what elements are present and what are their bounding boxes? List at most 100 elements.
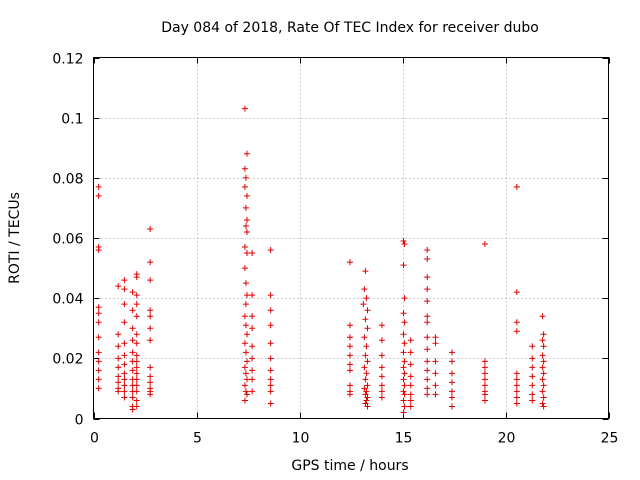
data-point bbox=[540, 343, 547, 350]
data-point bbox=[249, 325, 256, 332]
data-point bbox=[242, 204, 249, 211]
data-point bbox=[424, 346, 431, 353]
data-point bbox=[242, 370, 249, 377]
data-point bbox=[539, 376, 546, 383]
data-point bbox=[481, 241, 488, 248]
data-point bbox=[448, 394, 455, 401]
data-point bbox=[400, 349, 407, 356]
data-point bbox=[241, 244, 248, 251]
data-point bbox=[129, 394, 136, 401]
data-point bbox=[424, 298, 431, 305]
data-point bbox=[241, 105, 248, 112]
data-point bbox=[115, 331, 122, 338]
data-point bbox=[243, 250, 250, 257]
data-point bbox=[513, 370, 520, 377]
data-point bbox=[346, 391, 353, 398]
y-tick-label: 0.04 bbox=[52, 292, 83, 308]
data-point bbox=[360, 301, 367, 308]
data-point bbox=[407, 403, 414, 410]
data-point bbox=[267, 340, 274, 347]
data-point bbox=[95, 367, 102, 374]
data-point bbox=[95, 334, 102, 341]
x-tick-labels: 0 5 10 15 20 25 bbox=[90, 431, 618, 447]
data-point bbox=[115, 343, 122, 350]
data-point bbox=[378, 373, 385, 380]
data-point bbox=[346, 352, 353, 359]
data-point bbox=[242, 301, 249, 308]
data-point bbox=[432, 340, 439, 347]
data-point bbox=[424, 385, 431, 392]
data-point bbox=[448, 370, 455, 377]
data-point bbox=[513, 319, 520, 326]
data-point bbox=[529, 343, 536, 350]
data-point bbox=[363, 295, 370, 302]
data-point bbox=[448, 379, 455, 386]
data-point bbox=[432, 391, 439, 398]
data-point bbox=[363, 388, 370, 395]
data-point bbox=[267, 400, 274, 407]
data-point bbox=[407, 337, 414, 344]
data-point bbox=[481, 382, 488, 389]
y-tick-label: 0.08 bbox=[52, 172, 83, 188]
data-point bbox=[540, 403, 547, 410]
data-point bbox=[448, 403, 455, 410]
data-point bbox=[539, 337, 546, 344]
data-point bbox=[346, 322, 353, 329]
data-point bbox=[241, 313, 248, 320]
data-point bbox=[249, 313, 256, 320]
data-point bbox=[513, 183, 520, 190]
data-point bbox=[243, 376, 250, 383]
data-point bbox=[243, 192, 250, 199]
data-point bbox=[133, 313, 140, 320]
data-point bbox=[147, 325, 154, 332]
data-point bbox=[129, 289, 136, 296]
data-point bbox=[129, 307, 136, 314]
data-point bbox=[364, 394, 371, 401]
data-point bbox=[378, 364, 385, 371]
data-point bbox=[267, 307, 274, 314]
data-point bbox=[121, 370, 128, 377]
data-point bbox=[133, 403, 140, 410]
data-point bbox=[115, 355, 122, 362]
data-point bbox=[529, 373, 536, 380]
data-point bbox=[540, 331, 547, 338]
data-point bbox=[424, 286, 431, 293]
data-point bbox=[401, 340, 408, 347]
y-tick-label: 0.06 bbox=[52, 232, 83, 248]
x-tick-label: 20 bbox=[498, 431, 516, 447]
data-point bbox=[424, 376, 431, 383]
data-point bbox=[400, 409, 407, 416]
data-point bbox=[95, 376, 102, 383]
y-tick-label: 0.02 bbox=[52, 352, 83, 368]
data-point bbox=[249, 355, 256, 362]
data-point bbox=[481, 358, 488, 365]
data-point bbox=[401, 319, 408, 326]
y-axis-label: ROTI / TECUs bbox=[7, 192, 23, 284]
data-point bbox=[249, 343, 256, 350]
data-point bbox=[346, 334, 353, 341]
data-point bbox=[401, 391, 408, 398]
data-point bbox=[513, 328, 520, 335]
data-point bbox=[481, 391, 488, 398]
data-point bbox=[362, 352, 369, 359]
data-point bbox=[401, 295, 408, 302]
data-point bbox=[513, 289, 520, 296]
data-point bbox=[407, 349, 414, 356]
x-tick-label: 25 bbox=[601, 431, 619, 447]
data-point bbox=[147, 307, 154, 314]
x-axis-label: GPS time / hours bbox=[291, 458, 408, 474]
data-point bbox=[407, 382, 414, 389]
y-tick-label: 0.1 bbox=[61, 112, 83, 128]
data-point bbox=[242, 222, 249, 229]
data-point bbox=[346, 382, 353, 389]
data-point bbox=[133, 340, 140, 347]
data-point bbox=[432, 358, 439, 365]
data-point bbox=[529, 391, 536, 398]
data-point bbox=[147, 337, 154, 344]
data-point bbox=[540, 394, 547, 401]
data-point bbox=[147, 225, 154, 232]
data-point bbox=[121, 277, 128, 284]
data-point bbox=[362, 400, 369, 407]
data-point bbox=[249, 367, 256, 374]
data-point bbox=[133, 388, 140, 395]
